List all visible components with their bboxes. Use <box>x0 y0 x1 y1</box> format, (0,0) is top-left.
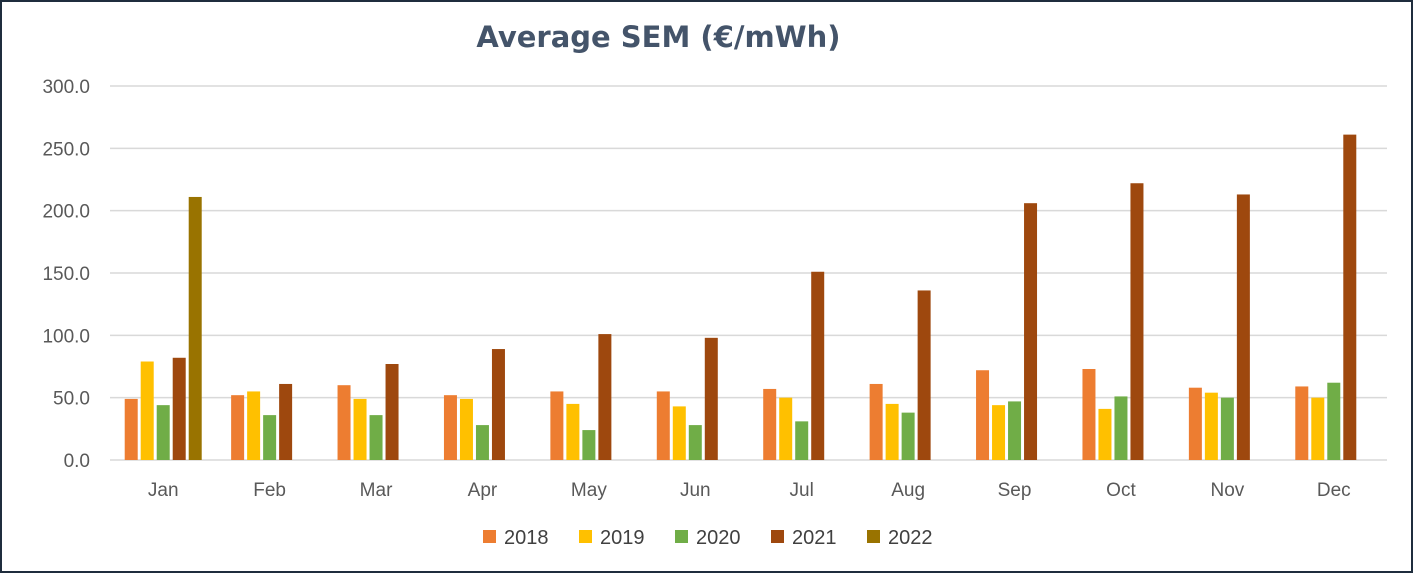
bar-2019-Apr <box>459 398 473 460</box>
x-axis-ticks: Jan Feb Mar Apr May Jun Jul Aug Sep Oct Nov Dec <box>148 480 1351 501</box>
legend-swatch-2019 <box>579 530 592 543</box>
bar-2019-Nov <box>1204 392 1218 460</box>
chart-title: Average SEM (€/mWh) <box>476 20 841 54</box>
bar-2019-Aug <box>885 403 899 460</box>
bar-2020-Jan <box>156 405 170 460</box>
bar-2018-Jan <box>124 398 138 460</box>
bar-2018-Nov <box>1188 387 1202 460</box>
x-tick-label: Jul <box>790 480 814 501</box>
bar-2018-May <box>550 391 564 460</box>
x-tick-label: Nov <box>1210 480 1244 501</box>
bar-2020-Jun <box>688 425 702 460</box>
legend-label-2018: 2018 <box>504 527 549 549</box>
bar-2021-Mar <box>385 364 399 460</box>
y-tick-label: 50.0 <box>53 389 90 410</box>
x-tick-label: Aug <box>891 480 925 501</box>
bar-2018-Jul <box>763 388 777 460</box>
bar-2018-Feb <box>231 395 245 460</box>
gridlines <box>110 85 1387 461</box>
y-tick-label: 200.0 <box>42 202 90 223</box>
bar-2021-Aug <box>917 290 931 460</box>
bar-2021-Jul <box>811 271 825 460</box>
bar-2019-Feb <box>247 391 261 460</box>
x-tick-label: Apr <box>468 480 498 501</box>
bar-2020-Jul <box>795 421 809 460</box>
legend-swatch-2022 <box>867 530 880 543</box>
bar-2019-Dec <box>1311 397 1325 460</box>
y-tick-label: 100.0 <box>42 326 90 347</box>
bar-2020-Dec <box>1327 382 1341 460</box>
bar-2019-May <box>566 403 580 460</box>
bar-2021-Jan <box>172 357 186 460</box>
x-tick-label: Sep <box>998 480 1032 501</box>
bar-2020-Nov <box>1220 397 1234 460</box>
bar-2021-Nov <box>1236 194 1250 460</box>
bar-2020-Sep <box>1008 401 1022 460</box>
bar-2018-Mar <box>337 385 351 460</box>
bar-2018-Oct <box>1082 368 1096 460</box>
bar-2021-Feb <box>279 383 293 460</box>
bar-2018-Jun <box>656 391 670 460</box>
bar-2018-Aug <box>869 383 883 460</box>
x-tick-label: Jan <box>148 480 179 501</box>
bar-2020-Mar <box>369 415 383 460</box>
legend-swatch-2020 <box>675 530 688 543</box>
bar-2021-Dec <box>1343 134 1357 460</box>
legend: 2018 2019 2020 2021 2022 <box>483 527 933 549</box>
bar-2019-Mar <box>353 398 367 460</box>
y-tick-label: 250.0 <box>42 139 90 160</box>
bar-2021-Apr <box>491 349 505 460</box>
x-tick-label: Mar <box>360 480 393 501</box>
bar-2019-Jan <box>140 361 154 460</box>
bar-2019-Sep <box>992 405 1006 460</box>
legend-swatch-2018 <box>483 530 496 543</box>
bar-2020-Apr <box>475 425 489 460</box>
bar-2020-Oct <box>1114 396 1128 460</box>
bar-2022-Jan <box>188 196 202 460</box>
legend-label-2019: 2019 <box>600 527 645 549</box>
bar-2018-Apr <box>443 395 457 460</box>
bar-2019-Jun <box>672 406 686 460</box>
bar-2018-Sep <box>976 370 990 460</box>
y-tick-label: 300.0 <box>42 77 90 98</box>
bar-2020-Feb <box>263 415 277 460</box>
bar-2020-Aug <box>901 412 915 460</box>
y-tick-label: 0.0 <box>64 451 90 472</box>
bar-2018-Dec <box>1295 386 1309 460</box>
bar-2019-Jul <box>779 397 793 460</box>
legend-label-2022: 2022 <box>888 527 933 549</box>
legend-label-2021: 2021 <box>792 527 837 549</box>
bar-2020-May <box>582 430 596 460</box>
y-tick-label: 150.0 <box>42 264 90 285</box>
legend-swatch-2021 <box>771 530 784 543</box>
bar-2021-Sep <box>1024 203 1038 461</box>
x-tick-label: Oct <box>1106 480 1136 501</box>
legend-label-2020: 2020 <box>696 527 741 549</box>
x-tick-label: May <box>571 480 607 501</box>
bar-2021-Jun <box>704 337 718 460</box>
x-tick-label: Jun <box>680 480 711 501</box>
bar-2021-Oct <box>1130 183 1144 461</box>
x-tick-label: Feb <box>253 480 286 501</box>
x-tick-label: Dec <box>1317 480 1351 501</box>
bar-2021-May <box>598 334 612 460</box>
bar-2019-Oct <box>1098 408 1112 460</box>
bars <box>124 134 1357 461</box>
y-axis-ticks: 0.0 50.0 100.0 150.0 200.0 250.0 300.0 <box>42 77 90 472</box>
